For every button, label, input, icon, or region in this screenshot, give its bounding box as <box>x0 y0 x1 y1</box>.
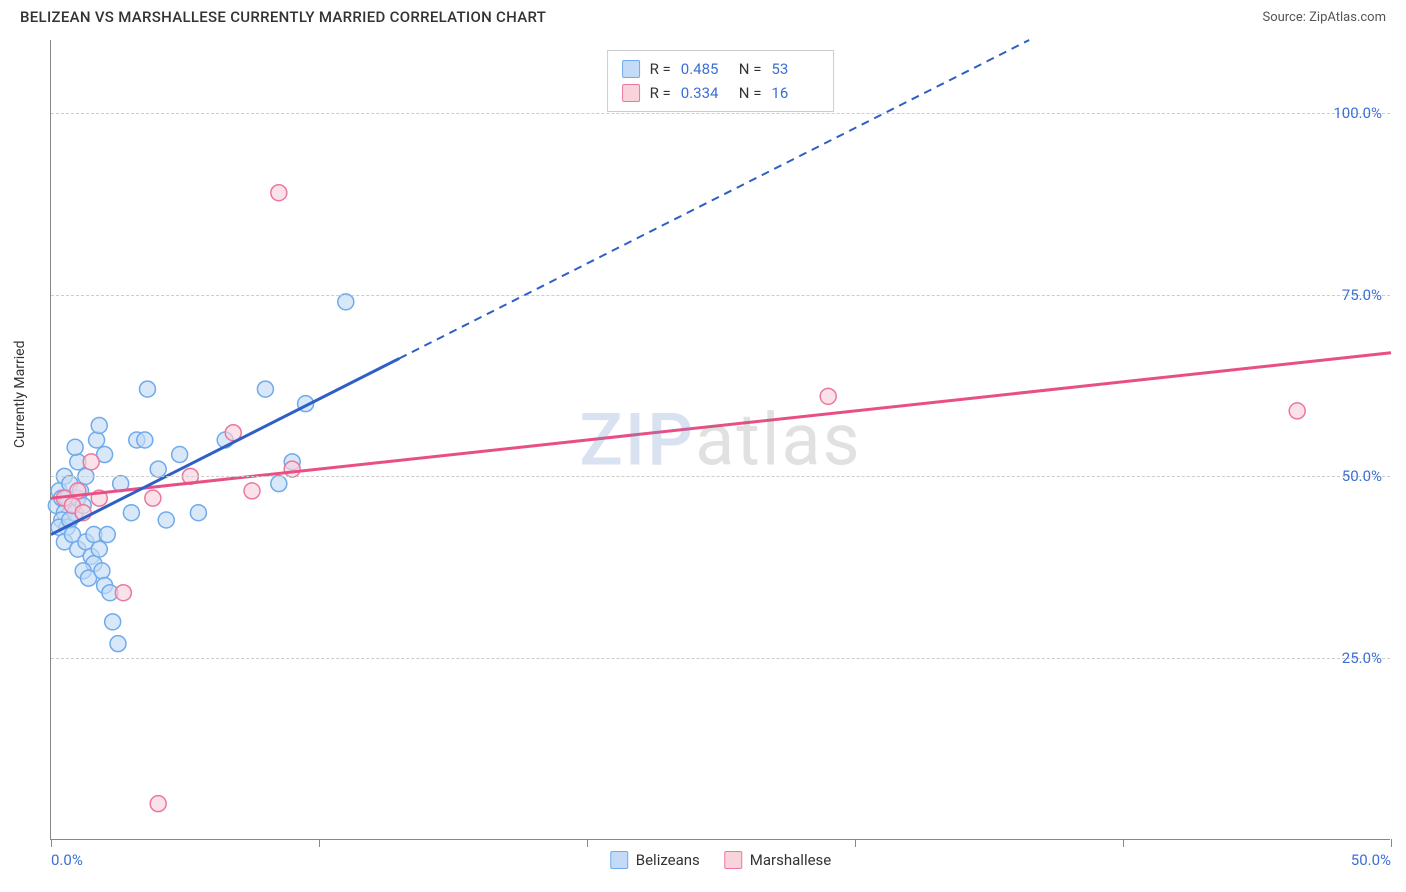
data-point <box>94 563 110 579</box>
chart-plot-area: ZIPatlas R = 0.485 N = 53 R = 0.334 N = … <box>50 40 1390 840</box>
data-point <box>91 541 107 557</box>
data-point <box>172 447 188 463</box>
data-point <box>820 388 836 404</box>
stat-n-label-2: N = <box>739 81 762 105</box>
chart-header: BELIZEAN VS MARSHALLESE CURRENTLY MARRIE… <box>0 0 1406 30</box>
xtick <box>855 839 856 847</box>
xtick <box>587 839 588 847</box>
xtick-label: 50.0% <box>1351 851 1391 869</box>
legend-item-marshallese: Marshallese <box>724 851 831 869</box>
data-point <box>67 439 83 455</box>
legend-label-marshallese: Marshallese <box>750 851 831 869</box>
stat-n-belizeans: 53 <box>771 57 819 81</box>
data-point <box>284 461 300 477</box>
stat-n-marshallese: 16 <box>771 81 819 105</box>
chart-source: Source: ZipAtlas.com <box>1262 10 1386 25</box>
ytick-label: 75.0% <box>1342 286 1382 304</box>
data-point <box>257 381 273 397</box>
gridline <box>51 113 1390 114</box>
y-axis-label: Currently Married <box>12 341 28 448</box>
data-point <box>150 461 166 477</box>
data-point <box>115 585 131 601</box>
data-point <box>139 381 155 397</box>
data-point <box>158 512 174 528</box>
data-point <box>1289 403 1305 419</box>
gridline <box>51 658 1390 659</box>
stat-r-belizeans: 0.485 <box>681 57 729 81</box>
data-point <box>145 490 161 506</box>
legend-item-belizeans: Belizeans <box>610 851 700 869</box>
swatch-marshallese <box>622 84 640 102</box>
stat-r-marshallese: 0.334 <box>681 81 729 105</box>
data-point <box>244 483 260 499</box>
swatch-marshallese-bottom <box>724 851 742 869</box>
legend-stats-row-belizeans: R = 0.485 N = 53 <box>622 57 820 81</box>
data-point <box>89 432 105 448</box>
data-point <box>338 294 354 310</box>
legend-stats-box: R = 0.485 N = 53 R = 0.334 N = 16 <box>607 50 835 112</box>
data-point <box>190 505 206 521</box>
data-point <box>271 476 287 492</box>
xtick <box>51 839 52 847</box>
ytick-label: 25.0% <box>1342 649 1382 667</box>
legend-label-belizeans: Belizeans <box>636 851 700 869</box>
swatch-belizeans-bottom <box>610 851 628 869</box>
chart-title: BELIZEAN VS MARSHALLESE CURRENTLY MARRIE… <box>20 8 546 26</box>
data-point <box>83 454 99 470</box>
swatch-belizeans <box>622 60 640 78</box>
data-point <box>271 185 287 201</box>
gridline <box>51 476 1390 477</box>
data-point <box>105 614 121 630</box>
data-point <box>150 796 166 812</box>
legend-stats-row-marshallese: R = 0.334 N = 16 <box>622 81 820 105</box>
data-point <box>123 505 139 521</box>
ytick-label: 100.0% <box>1333 104 1382 122</box>
ytick-label: 50.0% <box>1342 467 1382 485</box>
data-point <box>99 527 115 543</box>
xtick-label: 0.0% <box>51 851 83 869</box>
stat-r-label: R = <box>650 57 671 81</box>
xtick <box>1123 839 1124 847</box>
data-point <box>91 417 107 433</box>
gridline <box>51 295 1390 296</box>
data-point <box>137 432 153 448</box>
legend-bottom: Belizeans Marshallese <box>610 851 832 869</box>
stat-n-label: N = <box>739 57 762 81</box>
stat-r-label-2: R = <box>650 81 671 105</box>
xtick <box>1391 839 1392 847</box>
data-point <box>110 636 126 652</box>
chart-svg <box>51 40 1390 839</box>
xtick <box>319 839 320 847</box>
